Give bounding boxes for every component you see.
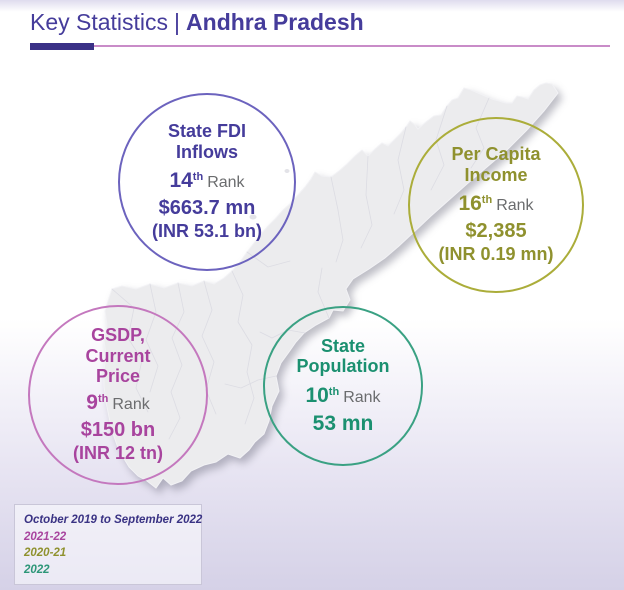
stat-rank: 16th Rank [458, 193, 533, 214]
rank-number: 9 [86, 391, 98, 415]
legend-period-gsdp: 2021-22 [24, 530, 67, 543]
period-legend-box: October 2019 to September 2022 2021-22 2… [14, 504, 202, 585]
stat-value-inr: (INR 12 tn) [73, 443, 163, 464]
page-title-state: Andhra Pradesh [186, 9, 364, 35]
stat-value: 53 mn [312, 411, 374, 435]
rank-number: 16 [458, 192, 482, 216]
rank-number: 14 [169, 169, 193, 193]
stat-value-usd: $150 bn [80, 419, 156, 442]
rank-ordinal: th [328, 385, 340, 398]
rank-word: Rank [496, 197, 534, 215]
rank-ordinal: th [97, 393, 109, 406]
page-title: Key Statistics | Andhra Pradesh [30, 9, 364, 36]
stat-title-line: Price [95, 365, 141, 386]
stat-value-usd: $663.7 mn [158, 197, 256, 220]
rank-number: 10 [305, 383, 329, 407]
underline-pink-segment [94, 44, 610, 48]
stat-title-line: Income [464, 164, 528, 185]
stat-circle-gsdp-current-price: GSDP, Current Price 9th Rank $150 bn (INR… [28, 305, 208, 485]
rank-word: Rank [112, 396, 150, 414]
legend-period-fdi: October 2019 to September 2022 [24, 514, 203, 526]
stat-value-usd: $2,385 [465, 220, 527, 243]
stat-title: State Population [297, 336, 390, 377]
rank-ordinal: th [481, 194, 493, 207]
page-title-section: Key Statistics [30, 9, 169, 35]
stat-title-line: Current [85, 345, 151, 366]
stat-title-line: State [320, 336, 365, 357]
stat-title: GSDP, Current Price [85, 325, 150, 386]
stat-title-line: Population [296, 356, 390, 377]
stat-title-line: Per Capita [451, 144, 541, 165]
stat-title: State FDI Inflows [168, 121, 246, 162]
stat-title-line: State FDI [167, 121, 246, 142]
stat-rank: 9th Rank [86, 392, 149, 413]
rank-word: Rank [207, 174, 245, 192]
rank-word: Rank [343, 388, 381, 406]
stat-value-inr: (INR 53.1 bn) [151, 221, 262, 242]
stat-value-inr: (INR 0.19 mn) [438, 244, 554, 265]
stat-title-line: GSDP, [91, 325, 145, 346]
stat-rank: 10th Rank [305, 385, 380, 406]
rank-ordinal: th [192, 171, 204, 184]
stat-title: Per Capita Income [451, 144, 540, 185]
stat-circle-state-fdi-inflows: State FDI Inflows 14th Rank $663.7 mn (IN… [118, 93, 296, 271]
stat-rank: 14th Rank [169, 170, 244, 191]
stat-circle-state-population: State Population 10th Rank 53 mn [263, 306, 423, 466]
legend-period-per-capita: 2020-21 [24, 547, 67, 559]
stat-circle-per-capita-income: Per Capita Income 16th Rank $2,385 (INR 0… [408, 117, 584, 293]
underline-dark-segment [30, 42, 94, 50]
title-underline [30, 42, 610, 50]
legend-period-population: 2022 [24, 563, 50, 576]
title-separator: | [174, 9, 181, 35]
stat-title-line: Inflows [175, 141, 238, 162]
